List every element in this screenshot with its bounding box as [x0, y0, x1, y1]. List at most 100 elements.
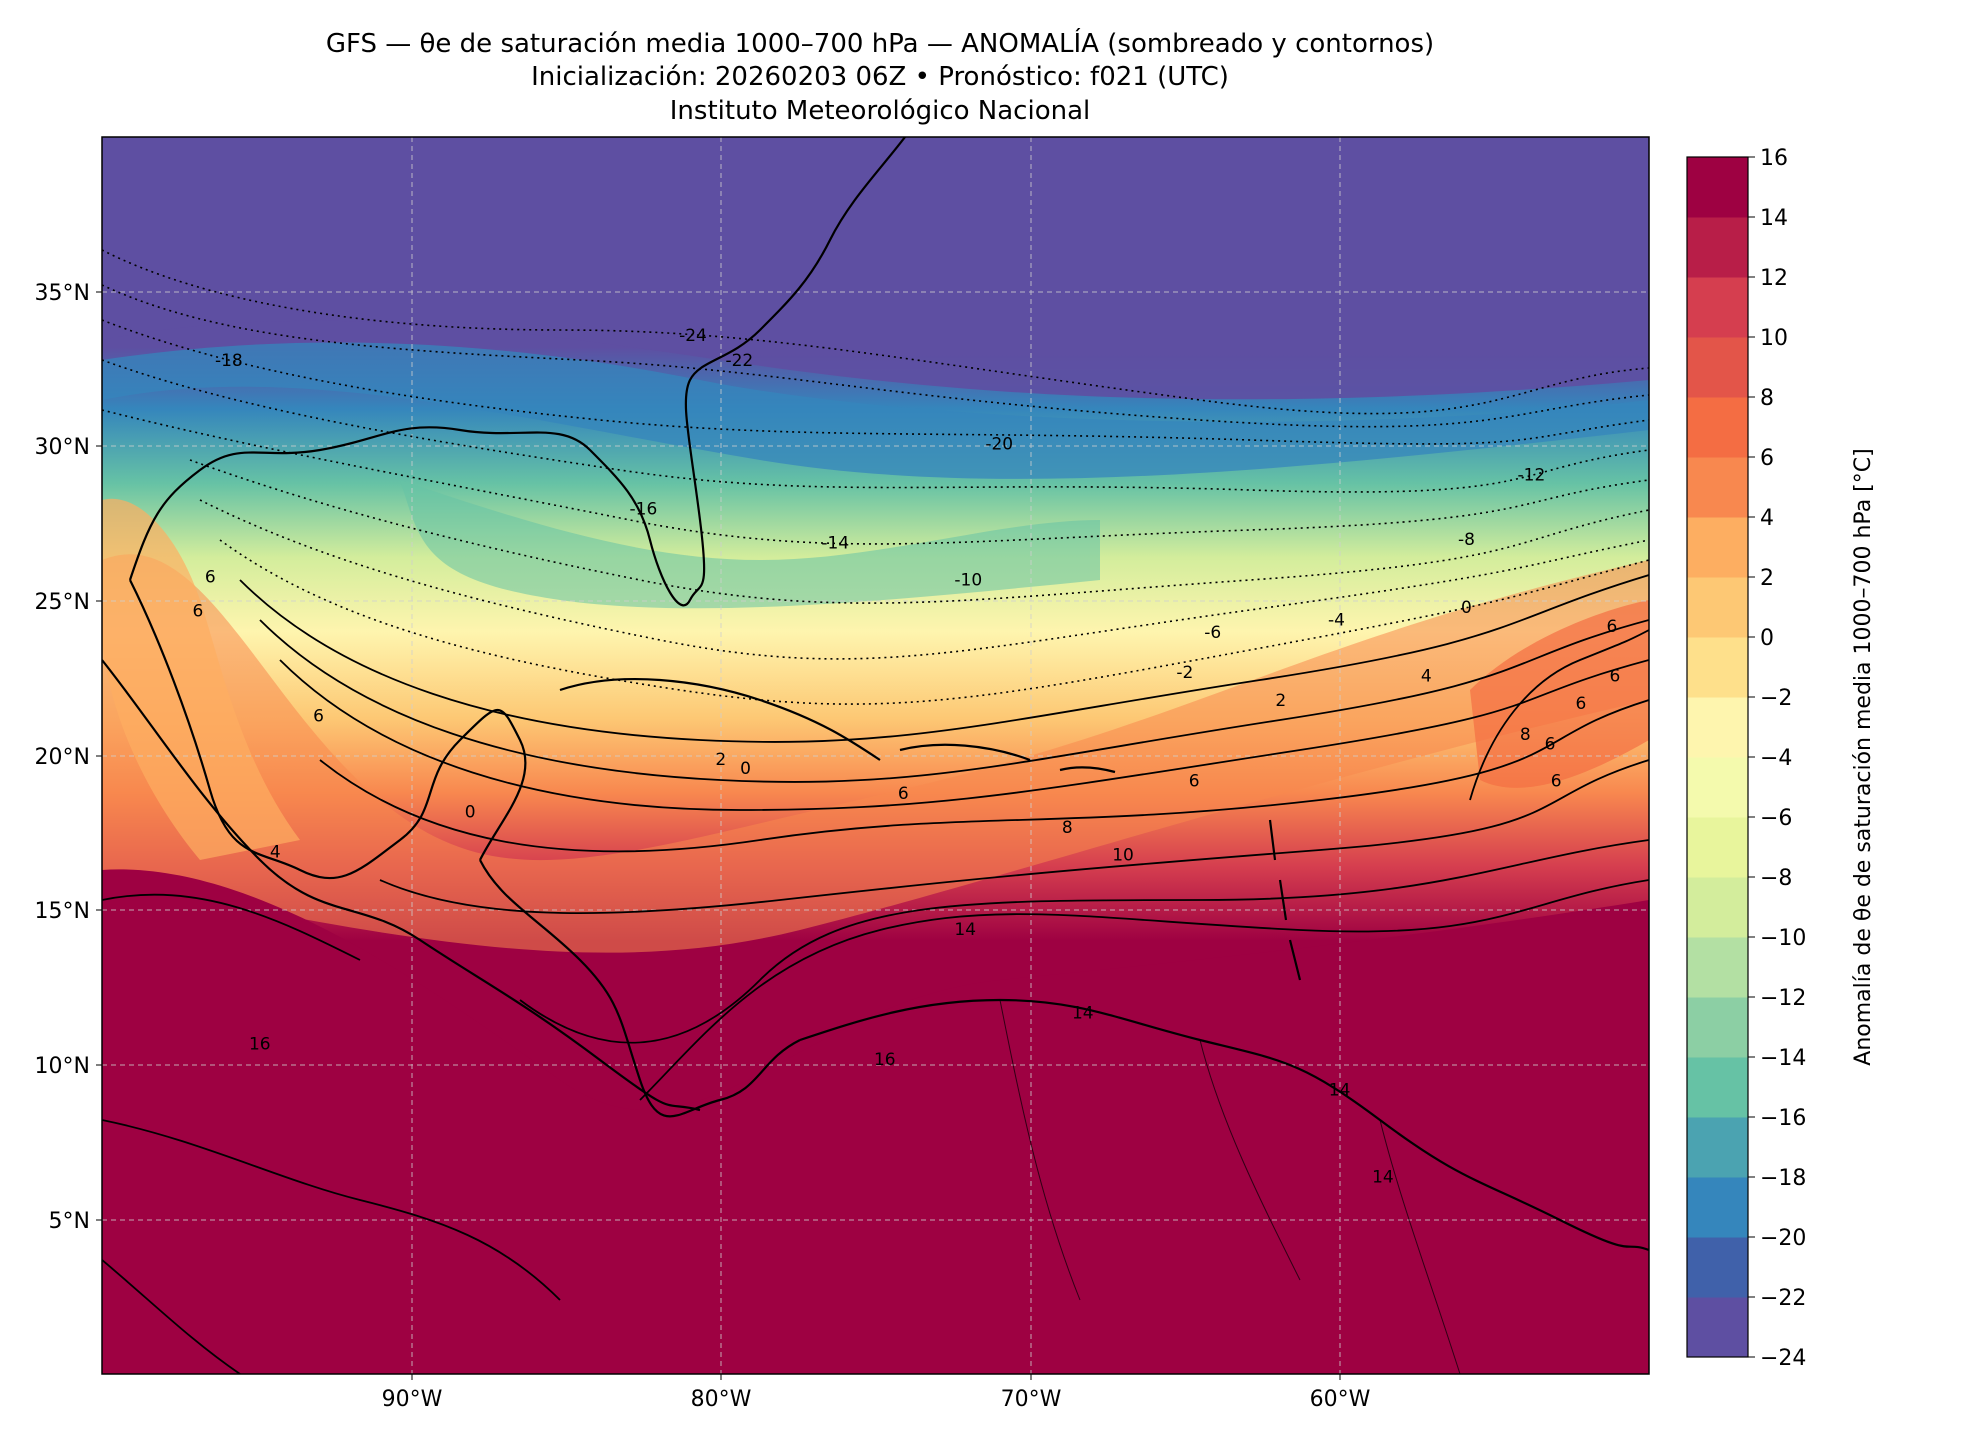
contour-label: -8: [1458, 530, 1475, 550]
colorbar-tick-label: −10: [1760, 926, 1806, 951]
lat-tick-label: 5°N: [49, 1209, 90, 1234]
colorbar-tick-label: −18: [1760, 1166, 1806, 1191]
colorbar-band: [1687, 1117, 1748, 1178]
colorbar-tick-label: −24: [1760, 1346, 1806, 1371]
contour-label: -10: [954, 570, 982, 590]
lat-tick-label: 25°N: [35, 590, 90, 615]
colorbar-tick-label: −16: [1760, 1106, 1806, 1131]
contour-labels: -24-22-18-20-16-14-12-10-8-6-4-202468810…: [192, 326, 1620, 1187]
contour-label: -18: [215, 351, 243, 371]
contour-label: -6: [1204, 623, 1221, 643]
contour-label: 2: [715, 750, 726, 770]
colorbar-band: [1687, 517, 1748, 578]
contour-label: 6: [1189, 771, 1200, 791]
colorbar-ticks: 16 14 12 10 8 6 4 2 0 −2 −4 −6 −8 −10 −12 −14 −16 −18 −20 −…: [1748, 146, 1806, 1371]
colorbar-band: [1687, 757, 1748, 818]
colorbar-tick-label: 14: [1760, 206, 1788, 231]
colorbar-band: [1687, 817, 1748, 878]
contour-label: 16: [874, 1050, 896, 1070]
colorbar-band: [1687, 157, 1748, 218]
gridlines: [102, 137, 1649, 1374]
lat-tick-label: 35°N: [35, 281, 90, 306]
contour-label: 6: [205, 567, 216, 587]
contour-label: 0: [1461, 598, 1472, 618]
contour-label: 4: [1421, 666, 1432, 686]
colorbar-band: [1687, 997, 1748, 1058]
colorbar: 16 14 12 10 8 6 4 2 0 −2 −4 −6 −8 −10 −12 −14 −16 −18 −20 −…: [1686, 146, 1876, 1371]
lon-tick-label: 70°W: [1001, 1387, 1062, 1412]
contour-label: 8: [1062, 818, 1073, 838]
colorbar-band: [1687, 937, 1748, 998]
lat-tick-label: 10°N: [35, 1054, 90, 1079]
colorbar-band: [1687, 637, 1748, 698]
colorbar-band: [1687, 397, 1748, 458]
colorbar-band: [1687, 697, 1748, 758]
contour-label: 6: [313, 706, 324, 726]
contour-label: 0: [740, 759, 751, 779]
colorbar-tick-label: −6: [1760, 806, 1792, 831]
contour-label: -4: [1328, 611, 1345, 631]
title-line-1: GFS — θe de saturación media 1000–700 hP…: [325, 29, 1435, 59]
colorbar-tick-label: 2: [1760, 566, 1774, 591]
lon-axis: 90°W 80°W 70°W 60°W: [382, 1374, 1371, 1412]
contour-label: -20: [985, 434, 1013, 454]
colorbar-tick-label: 6: [1760, 446, 1774, 471]
lon-tick-label: 80°W: [691, 1387, 752, 1412]
colorbar-tick-label: −2: [1760, 686, 1792, 711]
contour-label: 8: [1520, 725, 1531, 745]
colorbar-band: [1687, 1297, 1748, 1358]
contour-label: -2: [1176, 663, 1193, 683]
contour-label: 16: [249, 1034, 271, 1054]
coastlines: [102, 137, 1649, 1252]
lat-axis: 35°N 30°N 25°N 20°N 15°N 10°N 5°N: [35, 281, 102, 1234]
colorbar-tick-label: 12: [1760, 266, 1788, 291]
title-line-2: Inicialización: 20260203 06Z • Pronóstic…: [531, 62, 1229, 92]
contour-label: 6: [1576, 694, 1587, 714]
borders: [999, 999, 1461, 1374]
contour-label: 14: [1072, 1003, 1094, 1023]
contour-label: 6: [1610, 666, 1621, 686]
contour-label: -14: [821, 533, 849, 553]
colorbar-tick-label: 8: [1760, 386, 1774, 411]
colorbar-tick-label: −8: [1760, 866, 1792, 891]
colorbar-tick-label: 4: [1760, 506, 1774, 531]
contour-label: 6: [1545, 734, 1556, 754]
lon-tick-label: 90°W: [382, 1387, 443, 1412]
map-panel: -24-22-18-20-16-14-12-10-8-6-4-202468810…: [101, 136, 1650, 1375]
contour-label: 0: [465, 802, 476, 822]
colorbar-band: [1687, 457, 1748, 518]
contour-label: 2: [1275, 691, 1286, 711]
colorbar-band: [1687, 1177, 1748, 1238]
contour-label: 6: [1606, 617, 1617, 637]
contour-label: 14: [954, 920, 976, 940]
colorbar-band: [1687, 277, 1748, 338]
contour-label: 6: [898, 784, 909, 804]
contour-label: 14: [1329, 1081, 1351, 1101]
contour-label: 6: [1551, 771, 1562, 791]
contour-label: -24: [679, 326, 707, 346]
colorbar-band: [1687, 337, 1748, 398]
lat-tick-label: 30°N: [35, 435, 90, 460]
colorbar-label: Anomalía de θe de saturación media 1000–…: [1851, 448, 1876, 1065]
lat-tick-label: 20°N: [35, 745, 90, 770]
contour-label: 4: [270, 843, 281, 863]
colorbar-band: [1687, 577, 1748, 638]
colorbar-band: [1687, 877, 1748, 938]
colorbar-tick-label: −4: [1760, 746, 1792, 771]
title-line-3: Instituto Meteorológico Nacional: [669, 96, 1091, 126]
colorbar-band: [1687, 1057, 1748, 1118]
colorbar-tick-label: −14: [1760, 1046, 1806, 1071]
colorbar-tick-label: −22: [1760, 1286, 1806, 1311]
anomaly-shading: [102, 137, 1649, 1374]
contour-label: -12: [1518, 465, 1546, 485]
colorbar-band: [1687, 217, 1748, 278]
colorbar-tick-label: 0: [1760, 626, 1774, 651]
lat-tick-label: 15°N: [35, 899, 90, 924]
colorbar-tick-label: 16: [1760, 146, 1788, 171]
contour-label: 10: [1112, 846, 1134, 866]
colorbar-band: [1687, 1237, 1748, 1298]
contour-label: -22: [725, 351, 753, 371]
lon-tick-label: 60°W: [1310, 1387, 1371, 1412]
anomaly-contours: [102, 249, 1649, 1374]
